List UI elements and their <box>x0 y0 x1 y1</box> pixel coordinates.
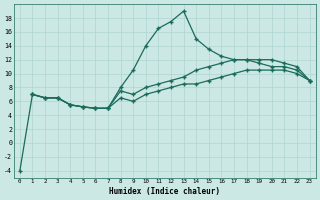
X-axis label: Humidex (Indice chaleur): Humidex (Indice chaleur) <box>109 187 220 196</box>
